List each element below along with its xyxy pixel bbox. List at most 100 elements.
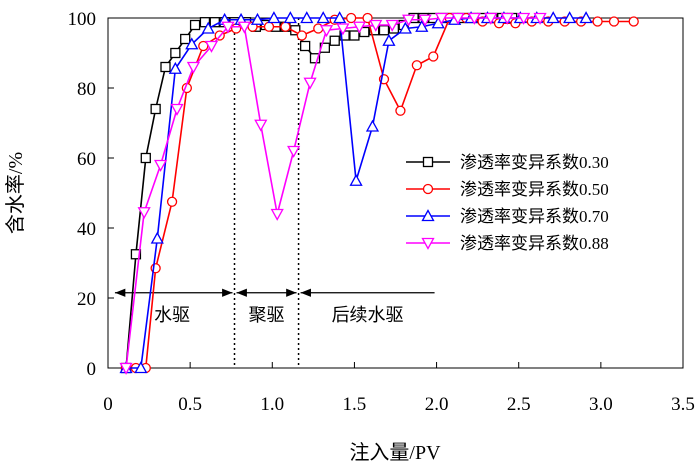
data-point: [398, 21, 412, 34]
data-point: [140, 152, 151, 164]
data-point: [451, 12, 465, 25]
data-point: [230, 23, 242, 34]
data-point: [365, 119, 380, 132]
data-point: [415, 19, 429, 32]
x-tick-label: 3.5: [671, 394, 695, 415]
x-axis-label: 注入量/PV: [349, 441, 441, 464]
data-point: [329, 35, 340, 46]
data-point: [467, 12, 481, 25]
y-tick-label: 40: [77, 219, 96, 240]
data-point: [237, 21, 251, 34]
data-point: [385, 19, 399, 32]
plot-area: 水驱 聚驱 后续水驱 0 0.5 1.0 1.5 2.0 2.5 3.0 3.5 0 20 40 60 8…: [68, 9, 695, 415]
data-point: [316, 11, 330, 24]
y-tick-label: 60: [77, 149, 96, 170]
data-point: [319, 25, 334, 38]
data-point: [130, 249, 142, 260]
legend-marker: [421, 209, 435, 222]
y-axis-ticks: 0 20 40 60 80 100: [68, 9, 114, 380]
data-point: [186, 61, 201, 74]
y-axis-label: 含水率/%: [4, 152, 27, 234]
data-point: [546, 11, 560, 24]
data-point: [369, 19, 383, 32]
y-tick-label: 80: [77, 79, 96, 100]
data-point: [166, 196, 178, 207]
data-point: [303, 77, 317, 90]
data-point: [254, 119, 268, 132]
data-point: [270, 208, 284, 221]
data-point: [150, 231, 164, 244]
data-point: [349, 30, 360, 41]
data-point: [250, 12, 265, 25]
data-point: [170, 47, 181, 59]
x-tick-label: 1.0: [260, 394, 284, 415]
data-point: [517, 12, 531, 25]
data-point: [153, 159, 168, 172]
x-tick-label: 3.0: [589, 394, 613, 415]
legend-marker: [422, 183, 434, 195]
data-point: [160, 61, 171, 73]
data-point: [434, 12, 449, 25]
data-point: [221, 21, 235, 34]
data-point: [201, 21, 215, 34]
data-point: [267, 11, 281, 24]
data-point: [300, 11, 314, 24]
data-point: [134, 361, 148, 374]
phase-label: 聚驱: [249, 305, 285, 325]
data-point: [628, 16, 639, 27]
data-point: [283, 11, 297, 24]
data-point: [309, 53, 321, 64]
data-point: [119, 362, 133, 375]
data-point: [382, 33, 396, 46]
data-point: [296, 30, 308, 41]
data-point: [287, 145, 301, 158]
data-point: [333, 11, 347, 24]
data-point: [418, 14, 432, 27]
x-tick-label: 2.5: [507, 394, 531, 415]
data-point: [563, 11, 577, 24]
series-4: [119, 12, 547, 375]
y-tick-label: 100: [68, 9, 97, 30]
legend-marker: [422, 156, 434, 168]
data-point: [168, 61, 182, 74]
legend: 渗透率变异系数0.30 渗透率变异系数0.50 渗透率变异系数0.70 渗透率变异系数…: [406, 153, 609, 253]
phase-label: 后续水驱: [332, 305, 404, 325]
phase-arrows: 水驱 聚驱 后续水驱: [114, 288, 435, 325]
data-point: [170, 103, 184, 116]
legend-label: 渗透率变异系数0.70: [460, 207, 609, 226]
data-point: [579, 11, 593, 24]
y-tick-label: 20: [77, 289, 96, 310]
data-point: [349, 173, 363, 186]
data-point: [189, 19, 201, 31]
data-point: [137, 207, 151, 220]
data-point: [199, 17, 211, 28]
data-point: [402, 14, 416, 27]
data-point: [204, 40, 219, 53]
data-point: [411, 60, 423, 71]
data-point: [484, 12, 498, 25]
legend-label: 渗透率变异系数0.50: [460, 180, 609, 199]
data-point: [185, 37, 199, 50]
phase-label: 水驱: [154, 305, 190, 325]
data-point: [395, 105, 406, 116]
data-point: [592, 16, 603, 27]
data-point: [608, 16, 620, 27]
data-point: [500, 12, 514, 25]
legend-marker: [421, 237, 435, 250]
plot-frame: [107, 17, 684, 369]
x-tick-label: 1.5: [343, 394, 367, 415]
x-tick-label: 0.5: [178, 394, 202, 415]
data-point: [533, 12, 547, 25]
data-point: [299, 40, 311, 52]
data-point: [345, 12, 357, 24]
data-point: [280, 21, 291, 32]
data-point: [336, 23, 350, 36]
data-point: [352, 21, 366, 34]
data-point: [428, 51, 439, 62]
x-tick-label: 2.0: [425, 394, 449, 415]
data-point: [378, 25, 390, 36]
x-tick-label: 0: [103, 394, 113, 415]
series-layer: [119, 11, 639, 375]
phase-boundaries: [233, 18, 300, 368]
